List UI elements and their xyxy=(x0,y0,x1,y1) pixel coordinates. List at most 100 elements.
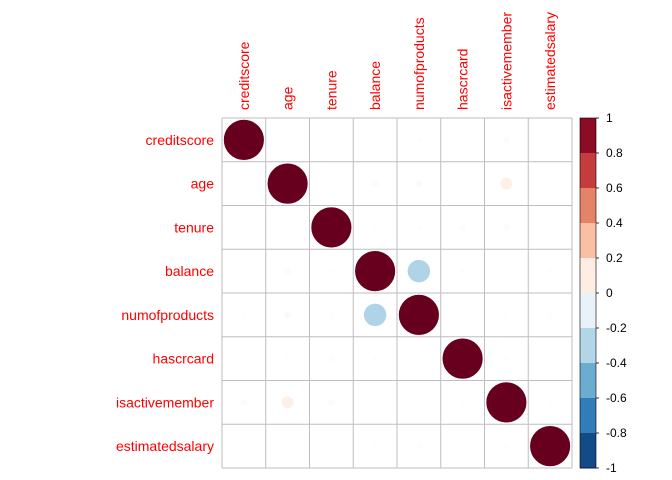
correlation-circle-age-isactivemember xyxy=(500,177,513,190)
correlation-circle-hascrcard-isactivemember xyxy=(504,356,509,361)
row-label-creditscore: creditscore xyxy=(146,132,215,148)
correlation-circle-isactivemember-age xyxy=(281,396,294,409)
correlation-circle-creditscore-age xyxy=(286,138,289,142)
correlation-circle-numofproducts-hascrcard xyxy=(461,313,464,316)
colorbar-segment xyxy=(580,363,596,399)
colorbar-segment xyxy=(580,433,596,469)
correlation-circle-numofproducts-isactivemember xyxy=(504,312,509,317)
colorbar-tick-label: 0 xyxy=(606,286,613,300)
colorbar-tick-label: 1 xyxy=(606,111,613,125)
row-label-hascrcard: hascrcard xyxy=(153,351,214,367)
column-label-age: age xyxy=(280,86,296,110)
correlation-circle-tenure-estimatedsalary xyxy=(548,225,552,230)
correlation-circle-creditscore-isactivemember xyxy=(503,136,510,144)
correlation-circle-creditscore-creditscore xyxy=(223,119,265,161)
correlation-circle-numofproducts-numofproducts xyxy=(398,294,440,336)
colorbar-tick-label: -0.4 xyxy=(606,356,627,370)
column-label-balance: balance xyxy=(367,61,383,110)
correlation-circle-balance-creditscore xyxy=(242,269,246,273)
correlation-circle-isactivemember-hascrcard xyxy=(460,400,465,405)
colorbar-tick-label: -0.6 xyxy=(606,391,627,405)
correlation-circle-hascrcard-age xyxy=(285,356,290,361)
column-label-estimatedsalary: estimatedsalary xyxy=(542,12,558,110)
correlation-circle-isactivemember-estimatedsalary xyxy=(547,400,553,405)
correlation-circle-creditscore-hascrcard xyxy=(461,138,465,142)
correlation-circle-isactivemember-balance xyxy=(373,400,378,405)
colorbar-segment xyxy=(580,223,596,259)
correlation-circle-estimatedsalary-age xyxy=(285,444,290,448)
correlation-circle-tenure-creditscore xyxy=(243,226,245,229)
row-label-balance: balance xyxy=(165,263,214,279)
colorbar-tick-label: -1 xyxy=(606,461,617,475)
grid-lines xyxy=(221,117,573,469)
correlation-circle-balance-balance xyxy=(354,250,396,292)
correlation-circle-tenure-isactivemember xyxy=(502,223,510,231)
correlation-circle-age-age xyxy=(266,162,309,205)
colorbar-tick-label: -0.2 xyxy=(606,321,627,335)
correlation-circle-hascrcard-balance xyxy=(372,356,378,362)
row-label-estimatedsalary: estimatedsalary xyxy=(116,438,214,454)
colorbar-tick-label: -0.8 xyxy=(606,426,627,440)
colorbar-segment xyxy=(580,328,596,364)
correlation-circle-age-creditscore xyxy=(242,182,246,185)
correlation-circle-age-hascrcard xyxy=(460,181,465,186)
colorbar: 1 0.8 0.6 0.4 0.2 0 -0.2 -0.4 -0.6 -0.8 -1 xyxy=(579,111,627,475)
correlation-circle-estimatedsalary-hascrcard xyxy=(460,444,465,449)
correlation-circle-hascrcard-tenure xyxy=(328,355,335,362)
row-label-tenure: tenure xyxy=(174,219,214,235)
colorbar-tick-label: 0.2 xyxy=(606,251,623,265)
correlation-circle-age-balance xyxy=(371,180,379,188)
correlation-circle-estimatedsalary-tenure xyxy=(329,444,334,448)
colorbar-segment xyxy=(580,188,596,224)
column-label-hascrcard: hascrcard xyxy=(455,49,471,110)
colorbar-tick-label: 0.4 xyxy=(606,216,623,230)
correlation-circle-isactivemember-isactivemember xyxy=(485,381,528,424)
correlation-circle-numofproducts-balance xyxy=(363,303,387,327)
colorbar-segment xyxy=(580,398,596,434)
correlation-circle-age-numofproducts xyxy=(415,180,423,188)
column-label-creditscore: creditscore xyxy=(236,41,252,110)
correlation-circle-numofproducts-age xyxy=(284,311,292,319)
correlation-circle-balance-age xyxy=(284,267,292,275)
correlation-circle-creditscore-tenure xyxy=(330,139,333,141)
correlation-circle-numofproducts-estimatedsalary xyxy=(547,312,553,318)
correlation-circle-creditscore-estimatedsalary xyxy=(549,139,551,141)
colorbar-segment xyxy=(580,118,596,154)
correlation-circle-hascrcard-numofproducts xyxy=(417,357,420,360)
correlation-circle-balance-tenure xyxy=(329,268,334,274)
correlation-circle-hascrcard-creditscore xyxy=(242,357,246,361)
colorbar-segment xyxy=(580,293,596,329)
correlation-circle-creditscore-balance xyxy=(373,138,377,142)
correlation-circle-age-estimatedsalary xyxy=(548,181,552,186)
column-label-isactivemember: isactivemember xyxy=(498,12,514,110)
correlation-circle-numofproducts-creditscore xyxy=(241,312,247,318)
correlation-circle-tenure-tenure xyxy=(310,206,353,249)
correlation-circles xyxy=(223,119,571,467)
correlation-circle-estimatedsalary-balance xyxy=(372,443,378,449)
correlation-circle-age-tenure xyxy=(329,181,334,186)
correlation-circle-estimatedsalary-estimatedsalary xyxy=(529,425,571,467)
column-label-numofproducts: numofproducts xyxy=(411,17,427,110)
column-label-tenure: tenure xyxy=(323,70,339,110)
column-labels: creditscore age tenure balance numofproducts… xyxy=(236,12,558,110)
row-labels: creditscore age tenure balance numofproducts… xyxy=(116,132,214,454)
colorbar-segment xyxy=(580,153,596,189)
correlation-circle-tenure-balance xyxy=(372,225,378,230)
correlation-circle-numofproducts-tenure xyxy=(329,312,334,318)
correlation-circle-tenure-hascrcard xyxy=(459,224,466,231)
correlation-circle-hascrcard-hascrcard xyxy=(441,337,484,380)
correlation-circle-balance-estimatedsalary xyxy=(547,268,553,274)
correlation-circle-balance-numofproducts xyxy=(407,259,431,283)
correlation-circle-estimatedsalary-isactivemember xyxy=(504,443,509,449)
correlation-circle-isactivemember-tenure xyxy=(327,398,335,406)
colorbar-tick-label: 0.6 xyxy=(606,181,623,195)
correlation-circle-creditscore-numofproducts xyxy=(416,137,422,143)
correlation-circle-balance-hascrcard xyxy=(460,268,466,274)
correlation-circle-balance-isactivemember xyxy=(504,269,509,274)
correlation-circle-tenure-age xyxy=(285,225,290,230)
row-label-isactivemember: isactivemember xyxy=(116,394,214,410)
row-label-numofproducts: numofproducts xyxy=(121,307,214,323)
colorbar-segment xyxy=(580,258,596,294)
colorbar-tick-label: 0.8 xyxy=(606,146,623,160)
